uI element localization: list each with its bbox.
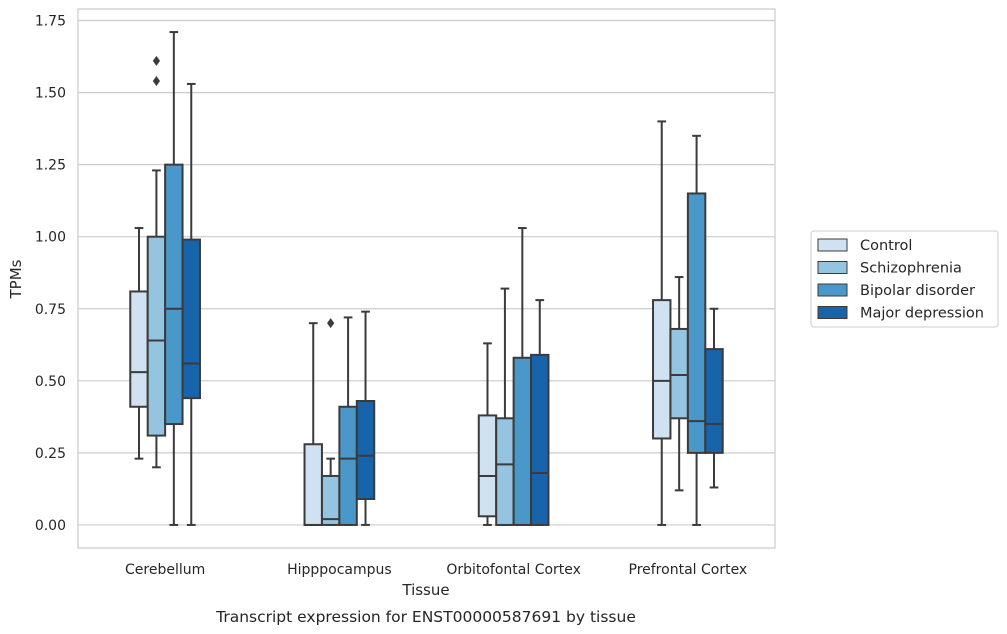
outlier-point: [152, 55, 161, 66]
box-2-2: [512, 227, 533, 526]
y-tick-label: 1.00: [35, 230, 66, 246]
y-tick-label: 1.25: [35, 158, 66, 174]
x-tick-label: Prefrontal Cortex: [629, 562, 748, 578]
box-body: [129, 290, 149, 408]
box-body: [495, 417, 515, 526]
outlier-point: [327, 318, 335, 329]
y-tick-label: 1.75: [35, 14, 66, 30]
box-0-1: [146, 55, 167, 469]
box-0-3: [181, 82, 201, 526]
box-body: [530, 353, 550, 526]
legend-swatch: [817, 283, 848, 297]
x-tick-label: Hipppocampus: [287, 562, 392, 578]
box-body: [320, 474, 341, 526]
legend-frame: [810, 230, 999, 328]
legend-label: Control: [860, 238, 912, 254]
y-tick-labels: 0.00 0.25 0.50 0.75 1.00 1.25 1.50 1.75: [35, 14, 66, 534]
legend-label: Bipolar disorder: [860, 283, 975, 299]
x-tick-labels: Cerebellum Hipppocampus Orbitofontal Corte…: [125, 562, 747, 578]
legend-swatch: [817, 261, 848, 274]
box-body: [669, 327, 689, 420]
box-2-1: [495, 287, 515, 526]
box-1-1: [320, 318, 341, 526]
outlier-point: [152, 76, 161, 87]
box-0-2: [164, 31, 184, 526]
y-tick-label: 1.50: [35, 86, 66, 102]
legend-label: Schizophrenia: [860, 261, 962, 277]
box-body: [338, 405, 358, 526]
y-tick-label: 0.25: [35, 446, 66, 462]
x-tick-label: Cerebellum: [125, 562, 205, 578]
box-body: [652, 299, 672, 440]
box-3-1: [669, 276, 689, 492]
box-1-3: [355, 310, 376, 526]
box-3-3: [704, 307, 724, 489]
box-body: [512, 356, 533, 526]
box-body: [181, 238, 201, 400]
box-body: [146, 235, 167, 437]
box-3-0: [652, 120, 672, 526]
legend-label: Major depression: [860, 306, 984, 322]
box-2-3: [530, 299, 550, 526]
x-tick-label: Orbitofontal Cortex: [446, 562, 581, 578]
x-axis-label: Tissue: [401, 581, 449, 599]
legend-swatch: [817, 238, 848, 252]
box-3-2: [686, 134, 707, 526]
box-body: [704, 348, 724, 454]
chart-caption: Transcript expression for ENST0000058769…: [215, 608, 636, 626]
box-body: [303, 443, 323, 526]
box-body: [355, 400, 376, 500]
y-axis-label: TPMs: [7, 259, 25, 299]
y-tick-label: 0.50: [35, 374, 66, 390]
legend: Control Schizophrenia Bipolar disorder Majo…: [810, 230, 999, 328]
y-tick-label: 0.75: [35, 302, 66, 318]
legend-swatch: [817, 306, 848, 319]
plot-frame: [77, 8, 776, 549]
box-body: [477, 414, 498, 518]
y-tick-label: 0.00: [35, 518, 66, 534]
boxes: [129, 31, 724, 526]
box-body: [164, 163, 184, 426]
box-body: [686, 192, 707, 454]
